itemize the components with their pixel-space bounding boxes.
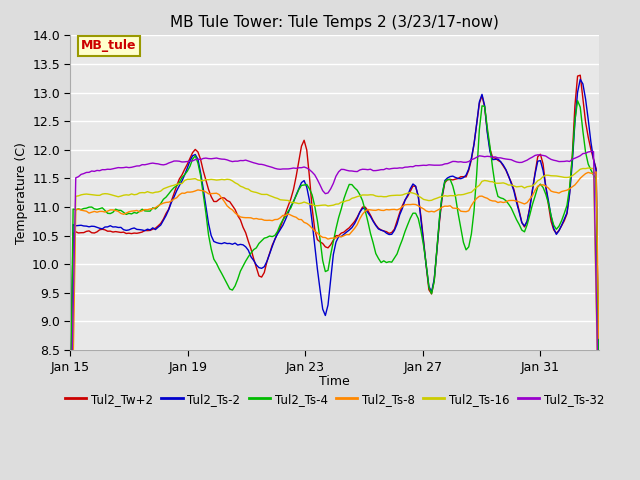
Tul2_Ts-16 (88, 192, 95, 197)
Tul2_Ts-8 (568, 184, 576, 190)
Tul2_Ts-2 (88, 223, 95, 229)
Tul2_Ts-4 (550, 222, 557, 228)
Tul2_Ts-4 (207, 246, 215, 252)
Tul2_Tw+2 (577, 72, 584, 78)
Text: MB_tule: MB_tule (81, 39, 136, 52)
Tul2_Ts-4 (573, 98, 581, 104)
Tul2_Tw+2 (67, 432, 74, 437)
Line: Tul2_Ts-2: Tul2_Ts-2 (70, 79, 599, 428)
Tul2_Ts-16 (99, 191, 106, 197)
Tul2_Ts-32 (550, 157, 557, 163)
Line: Tul2_Tw+2: Tul2_Tw+2 (70, 75, 599, 434)
Tul2_Ts-4 (99, 205, 106, 211)
Line: Tul2_Ts-8: Tul2_Ts-8 (70, 172, 599, 480)
Tul2_Ts-8 (165, 199, 173, 205)
Line: Tul2_Ts-32: Tul2_Ts-32 (70, 152, 599, 443)
Tul2_Tw+2 (595, 391, 603, 397)
Tul2_Ts-32 (595, 423, 603, 429)
Tul2_Ts-2 (207, 233, 215, 239)
Tul2_Tw+2 (165, 206, 173, 212)
Tul2_Ts-16 (165, 184, 173, 190)
Tul2_Ts-8 (550, 189, 557, 195)
Tul2_Ts-16 (595, 432, 603, 438)
Y-axis label: Temperature (C): Temperature (C) (15, 142, 28, 244)
Tul2_Ts-4 (595, 396, 603, 402)
Tul2_Tw+2 (88, 230, 95, 236)
Tul2_Ts-2 (568, 160, 576, 166)
Tul2_Tw+2 (207, 194, 215, 200)
Tul2_Ts-2 (577, 76, 584, 82)
Tul2_Ts-8 (595, 335, 603, 341)
Line: Tul2_Ts-16: Tul2_Ts-16 (70, 168, 599, 453)
Tul2_Ts-32 (99, 167, 106, 172)
Tul2_Tw+2 (99, 227, 106, 232)
Tul2_Ts-2 (67, 425, 74, 431)
Tul2_Ts-4 (88, 204, 95, 210)
Line: Tul2_Ts-4: Tul2_Ts-4 (70, 101, 599, 419)
Tul2_Tw+2 (568, 153, 576, 158)
Tul2_Ts-8 (88, 209, 95, 215)
Legend: Tul2_Tw+2, Tul2_Ts-2, Tul2_Ts-4, Tul2_Ts-8, Tul2_Ts-16, Tul2_Ts-32: Tul2_Tw+2, Tul2_Ts-2, Tul2_Ts-4, Tul2_Ts… (60, 388, 609, 410)
Tul2_Ts-2 (595, 393, 603, 398)
Tul2_Ts-8 (99, 208, 106, 214)
Tul2_Ts-32 (587, 149, 595, 155)
Tul2_Ts-16 (568, 173, 576, 179)
Tul2_Ts-16 (207, 177, 215, 182)
Tul2_Ts-32 (88, 168, 95, 174)
Tul2_Ts-16 (550, 173, 557, 179)
Tul2_Ts-16 (584, 165, 592, 171)
Tul2_Ts-2 (550, 226, 557, 231)
Title: MB Tule Tower: Tule Temps 2 (3/23/17-now): MB Tule Tower: Tule Temps 2 (3/23/17-now… (170, 15, 499, 30)
Tul2_Ts-32 (207, 156, 215, 162)
Tul2_Ts-32 (67, 440, 74, 445)
Tul2_Ts-8 (207, 191, 215, 196)
Tul2_Ts-2 (99, 226, 106, 232)
Tul2_Ts-32 (568, 156, 576, 162)
Tul2_Ts-8 (593, 169, 600, 175)
Tul2_Ts-32 (165, 160, 173, 166)
Tul2_Ts-4 (165, 191, 173, 197)
Tul2_Ts-4 (67, 416, 74, 422)
Tul2_Ts-16 (67, 450, 74, 456)
Tul2_Ts-2 (165, 207, 173, 213)
Tul2_Ts-4 (568, 155, 576, 160)
X-axis label: Time: Time (319, 375, 350, 388)
Tul2_Tw+2 (550, 227, 557, 233)
